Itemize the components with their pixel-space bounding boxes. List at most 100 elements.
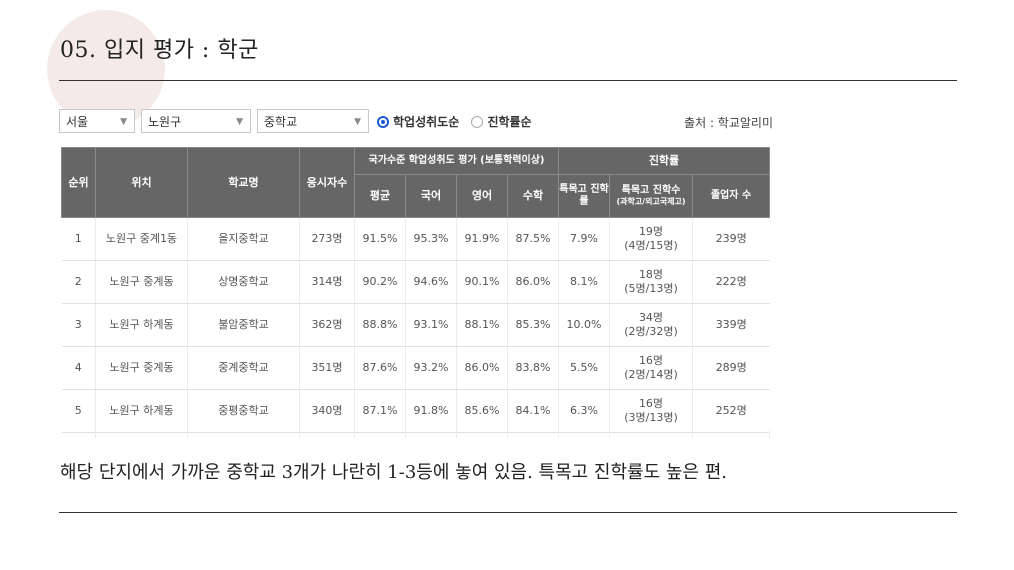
header-english: 영어 — [456, 174, 508, 218]
sort-radio-group: 학업성취도순 진학률순 — [377, 113, 540, 131]
table-row: 4 노원구 중계동 중계중학교 351명 87.6% 93.2% 86.0% 8… — [61, 346, 770, 390]
radio-checked-icon — [377, 115, 389, 128]
cell-special-count: 16명 — [638, 396, 664, 410]
header-advancement-group: 진학률 — [557, 147, 771, 175]
cell-location: 노원구 하계동 — [95, 389, 188, 433]
header-special-count-note: (과학고/외고국제고) — [616, 197, 686, 207]
cell-korean: 93.2% — [405, 346, 457, 390]
cell-rank: 2 — [61, 260, 96, 304]
cell-school: 중계중학교 — [187, 346, 300, 390]
chevron-down-icon: ▼ — [236, 117, 243, 127]
cell-english: 90.1% — [456, 260, 508, 304]
cell-test-takers: 351명 — [299, 346, 355, 390]
cell-test-takers: 314명 — [299, 260, 355, 304]
header-avg: 평균 — [354, 174, 406, 218]
school-type-select-value: 중학교 — [264, 115, 298, 129]
cell-graduates: 239명 — [691, 217, 770, 261]
cell-special-count: 18명 — [638, 267, 664, 281]
table-cropped-edge — [61, 430, 770, 438]
cell-special-rate: 8.1% — [558, 260, 610, 304]
cell-graduates: 222명 — [691, 260, 770, 304]
header-test-takers: 응시자수 — [299, 147, 355, 218]
school-type-select[interactable]: 중학교 ▼ — [257, 109, 369, 133]
cell-avg: 87.1% — [354, 389, 406, 433]
cell-math: 85.3% — [507, 303, 559, 347]
cell-special-rate: 6.3% — [558, 389, 610, 433]
cell-special-count-group: 16명 (2명/14명) — [609, 346, 693, 390]
cell-special-breakdown: (4명/15명) — [624, 239, 678, 252]
cell-avg: 88.8% — [354, 303, 406, 347]
header-special-count-cell: 특목고 진학수 (과학고/외고국제고) — [609, 174, 693, 218]
cell-english: 86.0% — [456, 346, 508, 390]
filter-bar: 서울 ▼ 노원구 ▼ 중학교 ▼ 학업성취도순 진학률순 출처 : 학교알리미 — [59, 109, 773, 135]
chevron-down-icon: ▼ — [354, 117, 361, 127]
bottom-divider — [59, 512, 957, 513]
radio-unchecked-icon — [471, 115, 484, 128]
cell-special-count-group: 18명 (5명/13명) — [609, 260, 693, 304]
table-row: 2 노원구 중계동 상명중학교 314명 90.2% 94.6% 90.1% 8… — [61, 260, 770, 304]
cell-location: 노원구 중계1동 — [95, 217, 188, 261]
cell-special-count: 19명 — [638, 224, 664, 238]
cell-graduates: 339명 — [691, 303, 770, 347]
sort-radio-label: 진학률순 — [487, 115, 532, 129]
cell-math: 83.8% — [507, 346, 559, 390]
header-graduates: 졸업자 수 — [691, 174, 771, 218]
cell-special-count-group: 19명 (4명/15명) — [609, 217, 693, 261]
cell-school: 불암중학교 — [187, 303, 300, 347]
cell-korean: 91.8% — [405, 389, 457, 433]
cell-avg: 90.2% — [354, 260, 406, 304]
cell-special-breakdown: (3명/13명) — [624, 411, 678, 424]
district-select-value: 노원구 — [148, 115, 182, 129]
header-math: 수학 — [507, 174, 559, 218]
cell-korean: 93.1% — [405, 303, 457, 347]
header-assessment-group: 국가수준 학업성취도 평가 (보통학력이상) — [354, 147, 559, 175]
cell-location: 노원구 중계동 — [95, 260, 188, 304]
cell-special-count-group: 16명 (3명/13명) — [609, 389, 693, 433]
cell-test-takers: 273명 — [299, 217, 355, 261]
cell-rank: 3 — [61, 303, 96, 347]
cell-location: 노원구 하계동 — [95, 303, 188, 347]
cell-special-count: 16명 — [638, 353, 664, 367]
region-select[interactable]: 서울 ▼ — [59, 109, 135, 133]
header-school: 학교명 — [187, 147, 300, 218]
cell-special-rate: 5.5% — [558, 346, 610, 390]
cell-school: 상명중학교 — [187, 260, 300, 304]
cell-math: 87.5% — [507, 217, 559, 261]
table-row: 3 노원구 하계동 불암중학교 362명 88.8% 93.1% 88.1% 8… — [61, 303, 770, 347]
sort-radio-label: 학업성취도순 — [393, 115, 460, 129]
cell-special-count-group: 34명 (2명/32명) — [609, 303, 693, 347]
cell-school: 을지중학교 — [187, 217, 300, 261]
cell-special-breakdown: (2명/32명) — [624, 325, 678, 338]
title-divider — [59, 80, 957, 81]
table-row: 5 노원구 하계동 중평중학교 340명 87.1% 91.8% 85.6% 8… — [61, 389, 770, 433]
cell-korean: 95.3% — [405, 217, 457, 261]
decorative-circle — [47, 10, 165, 128]
sort-radio-advancement[interactable]: 진학률순 — [471, 113, 532, 130]
district-select[interactable]: 노원구 ▼ — [141, 109, 251, 133]
cell-graduates: 289명 — [691, 346, 770, 390]
header-location: 위치 — [95, 147, 188, 218]
school-ranking-table: 순위 위치 학교명 응시자수 국가수준 학업성취도 평가 (보통학력이상) 진학… — [61, 147, 771, 433]
cell-special-breakdown: (2명/14명) — [624, 368, 678, 381]
cell-test-takers: 362명 — [299, 303, 355, 347]
cell-english: 85.6% — [456, 389, 508, 433]
cell-rank: 4 — [61, 346, 96, 390]
header-rank: 순위 — [61, 147, 96, 218]
region-select-value: 서울 — [66, 115, 89, 129]
cell-school: 중평중학교 — [187, 389, 300, 433]
chevron-down-icon: ▼ — [120, 117, 127, 127]
cell-graduates: 252명 — [691, 389, 770, 433]
cell-math: 84.1% — [507, 389, 559, 433]
cell-special-rate: 10.0% — [558, 303, 610, 347]
cell-english: 91.9% — [456, 217, 508, 261]
header-special-count: 특목고 진학수 — [621, 184, 681, 196]
header-korean: 국어 — [405, 174, 457, 218]
cell-rank: 5 — [61, 389, 96, 433]
cell-special-count: 34명 — [638, 310, 664, 324]
source-label: 출처 : 학교알리미 — [684, 116, 773, 130]
header-special-rate: 특목고 진학률 — [558, 174, 610, 218]
sort-radio-achievement[interactable]: 학업성취도순 — [377, 113, 459, 130]
cell-test-takers: 340명 — [299, 389, 355, 433]
cell-rank: 1 — [61, 217, 96, 261]
cell-special-rate: 7.9% — [558, 217, 610, 261]
